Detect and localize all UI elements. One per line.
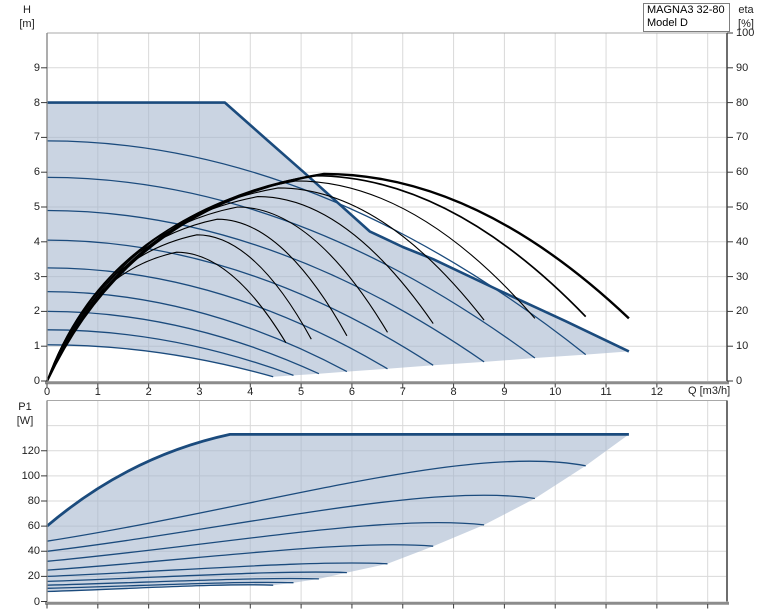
q-tick-label: 2	[145, 385, 152, 398]
h-axis-title-symbol: H	[23, 4, 31, 16]
q-tick-label: 10	[549, 385, 562, 398]
h-tick-label: 8	[33, 96, 40, 109]
operating-envelope	[47, 102, 629, 377]
eta-tick-label: 90	[736, 61, 749, 74]
eta-tick-label: 100	[736, 27, 755, 39]
efficiency-curve	[46, 187, 485, 382]
q-tick-label: 7	[399, 385, 406, 398]
p1-tick-label: 80	[27, 495, 40, 507]
h-tick-label: 9	[33, 61, 40, 74]
p1-tick-label: 0	[33, 595, 40, 608]
power-curve	[46, 494, 535, 552]
q-axis-label: Q [m3/h]	[688, 385, 731, 397]
q-tick-label: 3	[196, 385, 203, 398]
q-tick-label: 6	[348, 385, 355, 398]
h-tick-label: 3	[33, 270, 40, 283]
eta-tick-label: 10	[736, 340, 749, 353]
q-tick-label: 5	[298, 385, 305, 398]
power-curve	[46, 584, 274, 593]
eta-tick-label: 20	[736, 305, 749, 318]
eta-tick-label: 40	[736, 235, 749, 248]
pump-speed-curve	[46, 209, 485, 363]
p1-tick-label: 20	[27, 570, 40, 583]
eta-axis-title: eta [%]	[729, 3, 763, 31]
pump-speed-curve	[46, 344, 274, 378]
power-curve	[46, 577, 319, 586]
power-curve	[46, 571, 347, 583]
efficiency-curve	[46, 180, 536, 382]
h-tick-label: 1	[33, 340, 40, 353]
eta-axis-title-symbol: eta	[738, 4, 754, 16]
pump-speed-curve	[46, 329, 294, 377]
p1-tick-label: 60	[27, 520, 40, 533]
legend-model-variant: Model D	[647, 17, 688, 29]
q-tick-label: 1	[94, 385, 101, 398]
h-tick-label: 2	[33, 305, 40, 318]
p1-axis-title-unit: [W]	[16, 415, 34, 427]
efficiency-curve	[46, 234, 312, 382]
efficiency-curve	[45, 172, 630, 382]
eta-tick-label: 60	[736, 166, 749, 179]
p1-axis-title: P1 [W]	[8, 400, 42, 428]
h-axis-title: H [m]	[10, 3, 44, 31]
q-tick-label: 9	[501, 385, 508, 398]
legend-box: MAGNA3 32-80 Model D	[643, 3, 730, 32]
pump-speed-curve	[46, 290, 348, 373]
h-axis-title-unit: [m]	[19, 18, 35, 30]
p1-tick-label: 40	[27, 545, 40, 558]
legend-pump-model: MAGNA3 32-80	[647, 4, 725, 16]
power-curve	[46, 460, 586, 542]
q-tick-label: 12	[650, 385, 663, 398]
eta-tick-label: 50	[736, 201, 749, 213]
h-tick-label: 5	[33, 201, 40, 213]
eta-tick-label: 70	[736, 131, 749, 144]
max-power-curve	[46, 433, 629, 528]
h-tick-label: 4	[33, 235, 40, 248]
efficiency-curve	[46, 251, 287, 382]
power-curve	[46, 581, 294, 589]
q-tick-label: 11	[600, 385, 612, 398]
eta-tick-label: 30	[736, 270, 749, 283]
pump-speed-curve	[46, 239, 434, 366]
power-curve	[46, 562, 388, 578]
p1-tick-label: 120	[21, 444, 40, 457]
power-envelope	[47, 434, 629, 592]
p1-tick-label: 100	[21, 469, 40, 482]
q-tick-label: 4	[247, 385, 254, 398]
pump-speed-curve	[46, 267, 388, 370]
eta-axis-title-unit: [%]	[738, 18, 754, 30]
h-tick-label: 7	[33, 131, 40, 144]
eta-tick-label: 0	[736, 375, 743, 387]
eta-tick-label: 80	[736, 96, 749, 109]
q-tick-label: 0	[43, 385, 51, 398]
pump-speed-curve	[46, 140, 587, 356]
h-tick-label: 6	[33, 166, 40, 179]
max-speed-curve	[47, 101, 630, 353]
p1-axis-title-symbol: P1	[18, 401, 32, 413]
h-tick-label: 0	[33, 375, 40, 387]
power-curve	[46, 521, 485, 562]
q-tick-label: 8	[450, 385, 457, 398]
power-curve	[46, 544, 434, 571]
